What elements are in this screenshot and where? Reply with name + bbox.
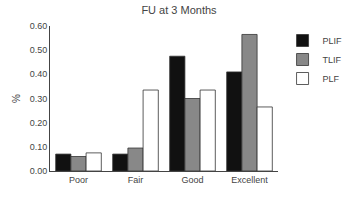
svg-text:0.10: 0.10 [30, 142, 48, 152]
svg-text:0.20: 0.20 [30, 118, 48, 128]
svg-text:0.30: 0.30 [30, 94, 48, 104]
svg-text:%: % [11, 94, 22, 103]
svg-text:TLIF: TLIF [323, 55, 342, 65]
svg-text:FU at 3 Months: FU at 3 Months [141, 4, 217, 16]
svg-text:0.50: 0.50 [30, 45, 48, 55]
svg-text:Poor: Poor [69, 175, 88, 185]
svg-text:PLF: PLF [323, 74, 340, 84]
svg-text:0.00: 0.00 [30, 166, 48, 176]
svg-text:Excellent: Excellent [231, 175, 268, 185]
svg-text:Fair: Fair [128, 175, 144, 185]
svg-text:PLIF: PLIF [323, 36, 343, 46]
svg-text:0.40: 0.40 [30, 69, 48, 79]
svg-text:Good: Good [181, 175, 203, 185]
svg-text:0.60: 0.60 [30, 21, 48, 31]
